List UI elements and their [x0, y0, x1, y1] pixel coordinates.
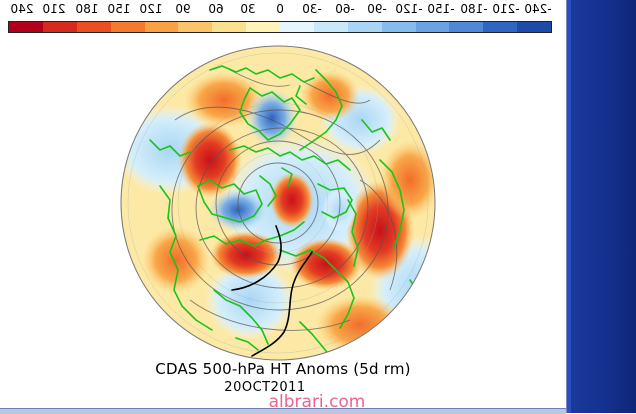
latitude-circle: [127, 52, 429, 354]
color-scale-swatch: [246, 22, 280, 32]
warm-anomaly-region: [290, 238, 362, 290]
coastline: [159, 185, 213, 331]
color-scale-swatch: [415, 22, 450, 32]
warm-anomaly-region: [142, 226, 210, 294]
cool-anomaly-region: [208, 188, 268, 232]
color-scale-swatch: [178, 22, 213, 32]
color-scale-swatch: [313, 22, 348, 32]
contour-line: [299, 79, 371, 104]
warm-anomaly-region: [270, 172, 314, 228]
coastlines: [149, 65, 419, 357]
coastline: [295, 85, 307, 105]
color-scale-swatch: [280, 22, 314, 32]
coastline: [317, 183, 353, 219]
contour-line: [195, 127, 369, 289]
map-panel: 240 210 180 150 120 90 60 30 0 -30 -60 -90 -120 -150-…: [0, 0, 567, 414]
color-scale-swatch: [449, 22, 484, 32]
color-scale-swatch: [42, 22, 77, 32]
coastline: [281, 167, 293, 187]
contour-line: [215, 140, 341, 266]
coastline: [199, 221, 305, 247]
color-scale-swatch: [483, 22, 518, 32]
coastline: [259, 175, 277, 207]
color-scale-bar: [8, 21, 552, 33]
warm-anomaly-region: [184, 72, 264, 128]
bottom-strip: [0, 408, 566, 414]
watermark-text: albrari.com: [268, 392, 366, 412]
map-date: 20OCT2011: [224, 380, 306, 395]
warm-anomaly-region: [380, 140, 435, 220]
color-scale-swatch: [76, 22, 111, 32]
map-title: CDAS 500-hPa HT Anoms (5d rm): [155, 360, 411, 378]
color-scale-swatch: [212, 22, 247, 32]
color-scale-swatch: [517, 22, 551, 32]
annotation-line: [251, 251, 313, 357]
contour-line: [237, 162, 319, 244]
coastline: [299, 69, 343, 151]
polar-map: [120, 45, 436, 361]
window-side-panel: [567, 0, 636, 413]
contour-line: [174, 106, 381, 155]
color-scale-swatch: [9, 22, 43, 32]
map-disc-outline: [120, 45, 436, 361]
warm-anomaly-region: [178, 122, 242, 198]
color-scale-swatch: [110, 22, 145, 32]
annotation-line: [231, 225, 282, 291]
coastline: [229, 145, 351, 171]
latitude-circle: [177, 102, 379, 304]
cool-anomaly-region: [400, 300, 435, 340]
coastline: [361, 119, 391, 141]
color-scale-swatch: [381, 22, 416, 32]
latitude-circle: [227, 152, 329, 254]
coastline: [197, 179, 263, 223]
cool-anomaly-region: [246, 88, 298, 148]
warm-anomaly-region: [315, 295, 405, 355]
coastline: [235, 337, 259, 351]
color-scale-swatch: [347, 22, 382, 32]
contour-line: [359, 179, 398, 291]
contour-line: [189, 299, 351, 331]
coastline: [209, 65, 315, 83]
color-scale-swatch: [144, 22, 179, 32]
anomaly-field: [121, 46, 435, 360]
coastline: [379, 159, 405, 249]
coastline: [213, 289, 269, 345]
contour-line: [229, 69, 291, 87]
hand-drawn-annotations: [231, 225, 313, 357]
warm-anomaly-region: [300, 70, 360, 122]
coastline: [347, 199, 359, 267]
coastline: [279, 249, 355, 329]
latitude-grid: [127, 52, 429, 354]
coastline: [239, 87, 301, 141]
coastline: [149, 139, 191, 157]
coastline: [299, 321, 331, 357]
contour-lines: [171, 69, 398, 331]
